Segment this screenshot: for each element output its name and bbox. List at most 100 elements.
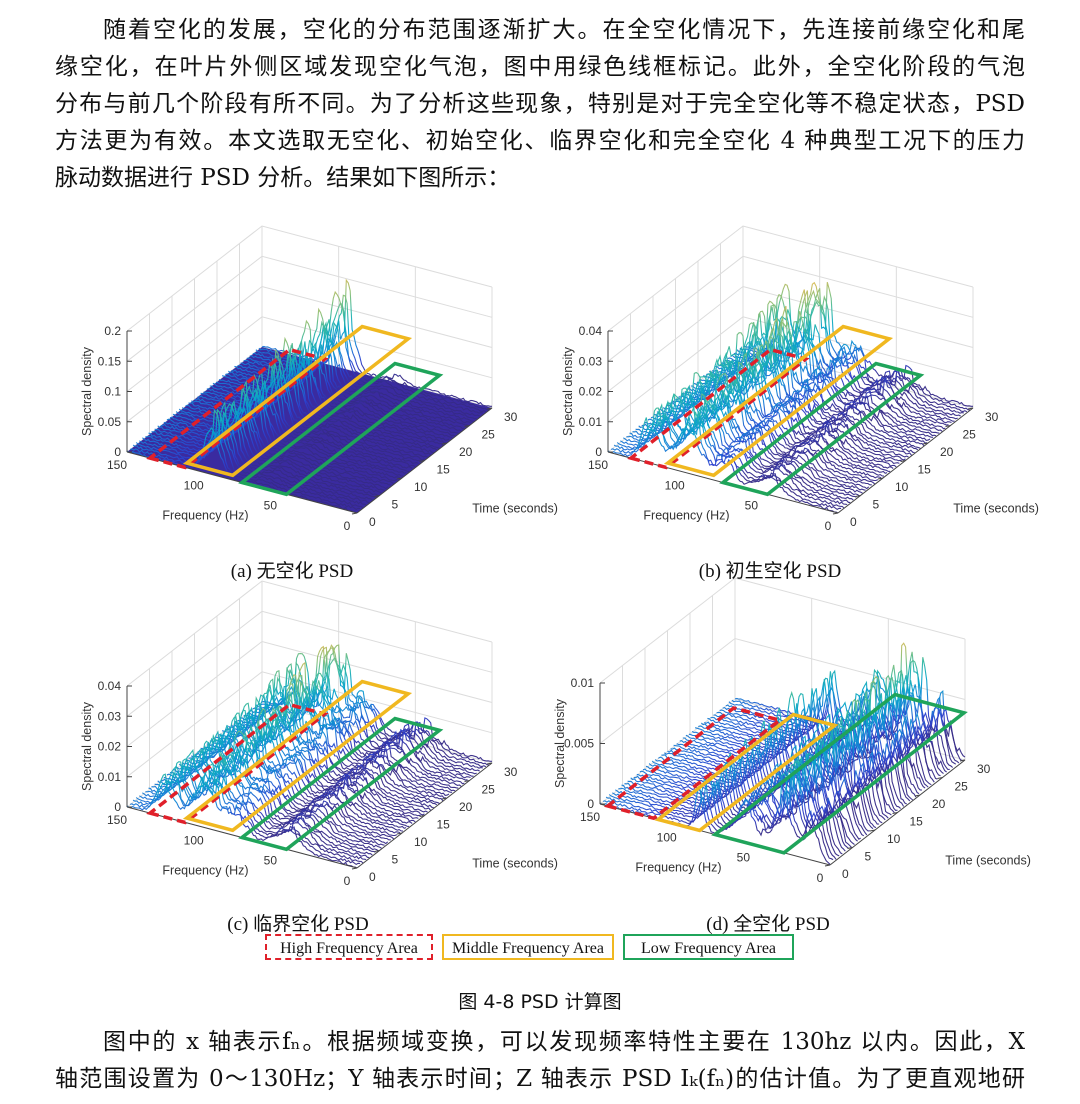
ridge-line (629, 400, 860, 497)
x-tick-label: 100 (184, 478, 204, 492)
y-tick (396, 477, 403, 480)
z-tick-label: 0.04 (579, 324, 603, 338)
ridge-line (626, 399, 857, 498)
z-tick-label: 0 (595, 445, 602, 459)
ridge-line (227, 661, 459, 789)
ridge-line (715, 311, 946, 430)
ridge-line (690, 336, 922, 450)
ridge-line (160, 745, 391, 841)
low-frequency-region (238, 716, 444, 852)
y-tick (945, 425, 951, 427)
ridge-line (209, 694, 441, 805)
high-frequency-region (146, 347, 329, 470)
y-tick (441, 442, 448, 445)
z-tick-label: 0 (114, 800, 121, 814)
grid-line (126, 610, 493, 717)
y-tick (351, 512, 358, 515)
z-tick-label: 0.01 (98, 770, 122, 784)
y-tick-label: 15 (437, 818, 451, 832)
y-tick (869, 829, 876, 832)
z-tick-label: 0.04 (98, 679, 122, 693)
z-tick-label: 0.15 (98, 354, 122, 368)
text-line: 轴范围设置为 0～130Hz；Y 轴表示时间；Z 轴表示 PSD Iₖ(fₙ)的… (55, 1066, 1025, 1092)
ridge-line (659, 361, 891, 472)
grid-line (126, 640, 493, 747)
grid-line (126, 285, 493, 392)
ridge-line (635, 393, 866, 491)
grid-line (607, 255, 974, 362)
ridge-line (733, 281, 964, 414)
ridge-line (616, 404, 848, 506)
y-tick-label: 30 (985, 410, 999, 424)
x-tick-label: 50 (264, 499, 278, 513)
low-frequency-region (238, 361, 444, 497)
y-tick (855, 495, 861, 497)
grid-line (126, 316, 493, 423)
ridge-line (142, 751, 373, 856)
y-tick-label: 15 (437, 463, 451, 477)
ridge-line (636, 748, 868, 836)
legend-middle-frequency: Middle Frequency Area (442, 934, 614, 960)
z-tick-label: 0.01 (579, 415, 603, 429)
x-tick-label: 100 (657, 830, 677, 844)
y-tick (464, 780, 470, 782)
y-tick (959, 759, 966, 762)
text-line: 分布与前几个阶段有所不同。为了分析这些现象，特别是对于完全空化等不稳定状态，PS… (55, 91, 1025, 117)
ridge-line (246, 645, 477, 775)
high-frequency-region (603, 706, 784, 821)
ridge-line (231, 685, 462, 787)
grid-line (607, 285, 974, 392)
y-tick-label: 10 (895, 480, 909, 494)
ridge-line (185, 729, 416, 823)
z-tick-label: 0.03 (98, 709, 122, 723)
y-tick-label: 5 (392, 498, 399, 512)
ridge-line (243, 321, 474, 422)
y-tick-label: 30 (504, 410, 518, 424)
ridge-line (638, 390, 870, 490)
y-tick (914, 794, 921, 797)
y-tick-label: 10 (414, 480, 428, 494)
y-tick-label: 0 (850, 515, 857, 529)
grid-line (599, 637, 966, 744)
z-tick-label: 0.02 (98, 740, 122, 754)
grid-line (607, 316, 974, 423)
y-axis-label: Time (seconds) (953, 501, 1039, 515)
z-tick-label: 0.1 (104, 385, 121, 399)
y-tick-label: 25 (955, 780, 969, 794)
ridge-line (169, 740, 401, 834)
middle-frequency-region (654, 712, 839, 833)
middle-frequency-region (663, 324, 894, 478)
ridge-line (667, 710, 898, 811)
y-tick-label: 5 (392, 853, 399, 867)
x-tick-label: 0 (344, 874, 351, 888)
high-frequency-region (146, 702, 329, 825)
y-tick-label: 25 (482, 428, 496, 442)
ridge-line (724, 316, 955, 422)
z-axis-label: Spectral density (80, 701, 94, 791)
ridge-line (261, 644, 492, 762)
y-tick-label: 20 (459, 800, 473, 814)
y-tick-label: 0 (369, 870, 376, 884)
ridge-line (212, 354, 444, 447)
ridge-line (718, 310, 949, 426)
ridge-line (681, 340, 913, 456)
ridge-line (623, 393, 854, 501)
figure-caption: 图 4-8 PSD 计算图 (458, 991, 622, 1013)
low-frequency-region (711, 692, 968, 855)
ridge-line (632, 393, 863, 494)
ridge-line (687, 347, 919, 451)
y-tick-label: 30 (504, 765, 518, 779)
ridge-line (678, 357, 909, 458)
low-frequency-region (719, 361, 925, 497)
ridge-line (163, 730, 395, 840)
y-tick (892, 812, 898, 814)
ridge-line (696, 326, 928, 444)
x-axis-label: Frequency (Hz) (162, 863, 248, 877)
ridge-line (694, 703, 926, 789)
bottom-paragraph: 图中的 x 轴表示fₙ。根据频域变换，可以发现频率特性主要在 130hz 以内。… (55, 1024, 1025, 1098)
z-tick-label: 0.01 (571, 676, 595, 690)
y-tick (824, 864, 831, 867)
ridge-line (249, 646, 480, 772)
x-tick-label: 0 (344, 519, 351, 533)
